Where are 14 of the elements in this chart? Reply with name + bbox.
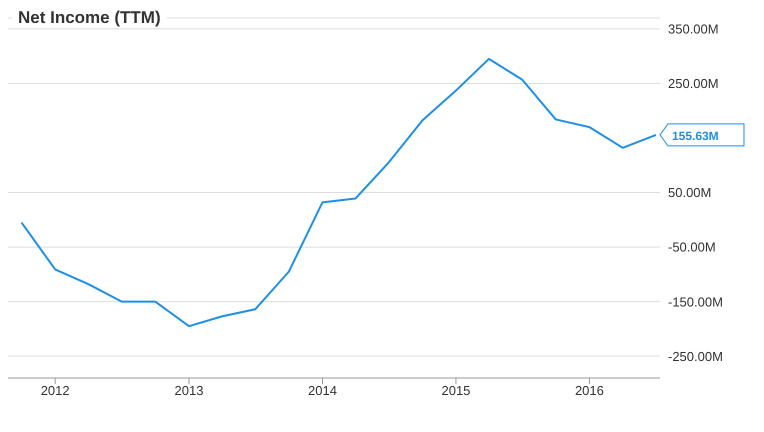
x-tick-label: 2012: [40, 383, 70, 398]
line-series: [20, 58, 657, 328]
y-tick-label: -250.00M: [668, 348, 723, 364]
y-tick-label: -50.00M: [668, 240, 716, 255]
y-tick-label: 250.00M: [668, 76, 719, 92]
x-tick-label: 2014: [308, 383, 337, 398]
y-tick-label: 350.00M: [668, 22, 719, 37]
y-tick-label: 50.00M: [668, 185, 712, 200]
annotation: 155.63M: [672, 128, 719, 143]
x-tick-label: 2013: [174, 383, 204, 398]
x-tick-label: 2016: [574, 383, 604, 398]
y-tick-label: -150.00M: [668, 294, 723, 310]
chart-title: Net Income (TTM): [12, 8, 167, 28]
x-tick-label: 2015: [441, 383, 470, 398]
